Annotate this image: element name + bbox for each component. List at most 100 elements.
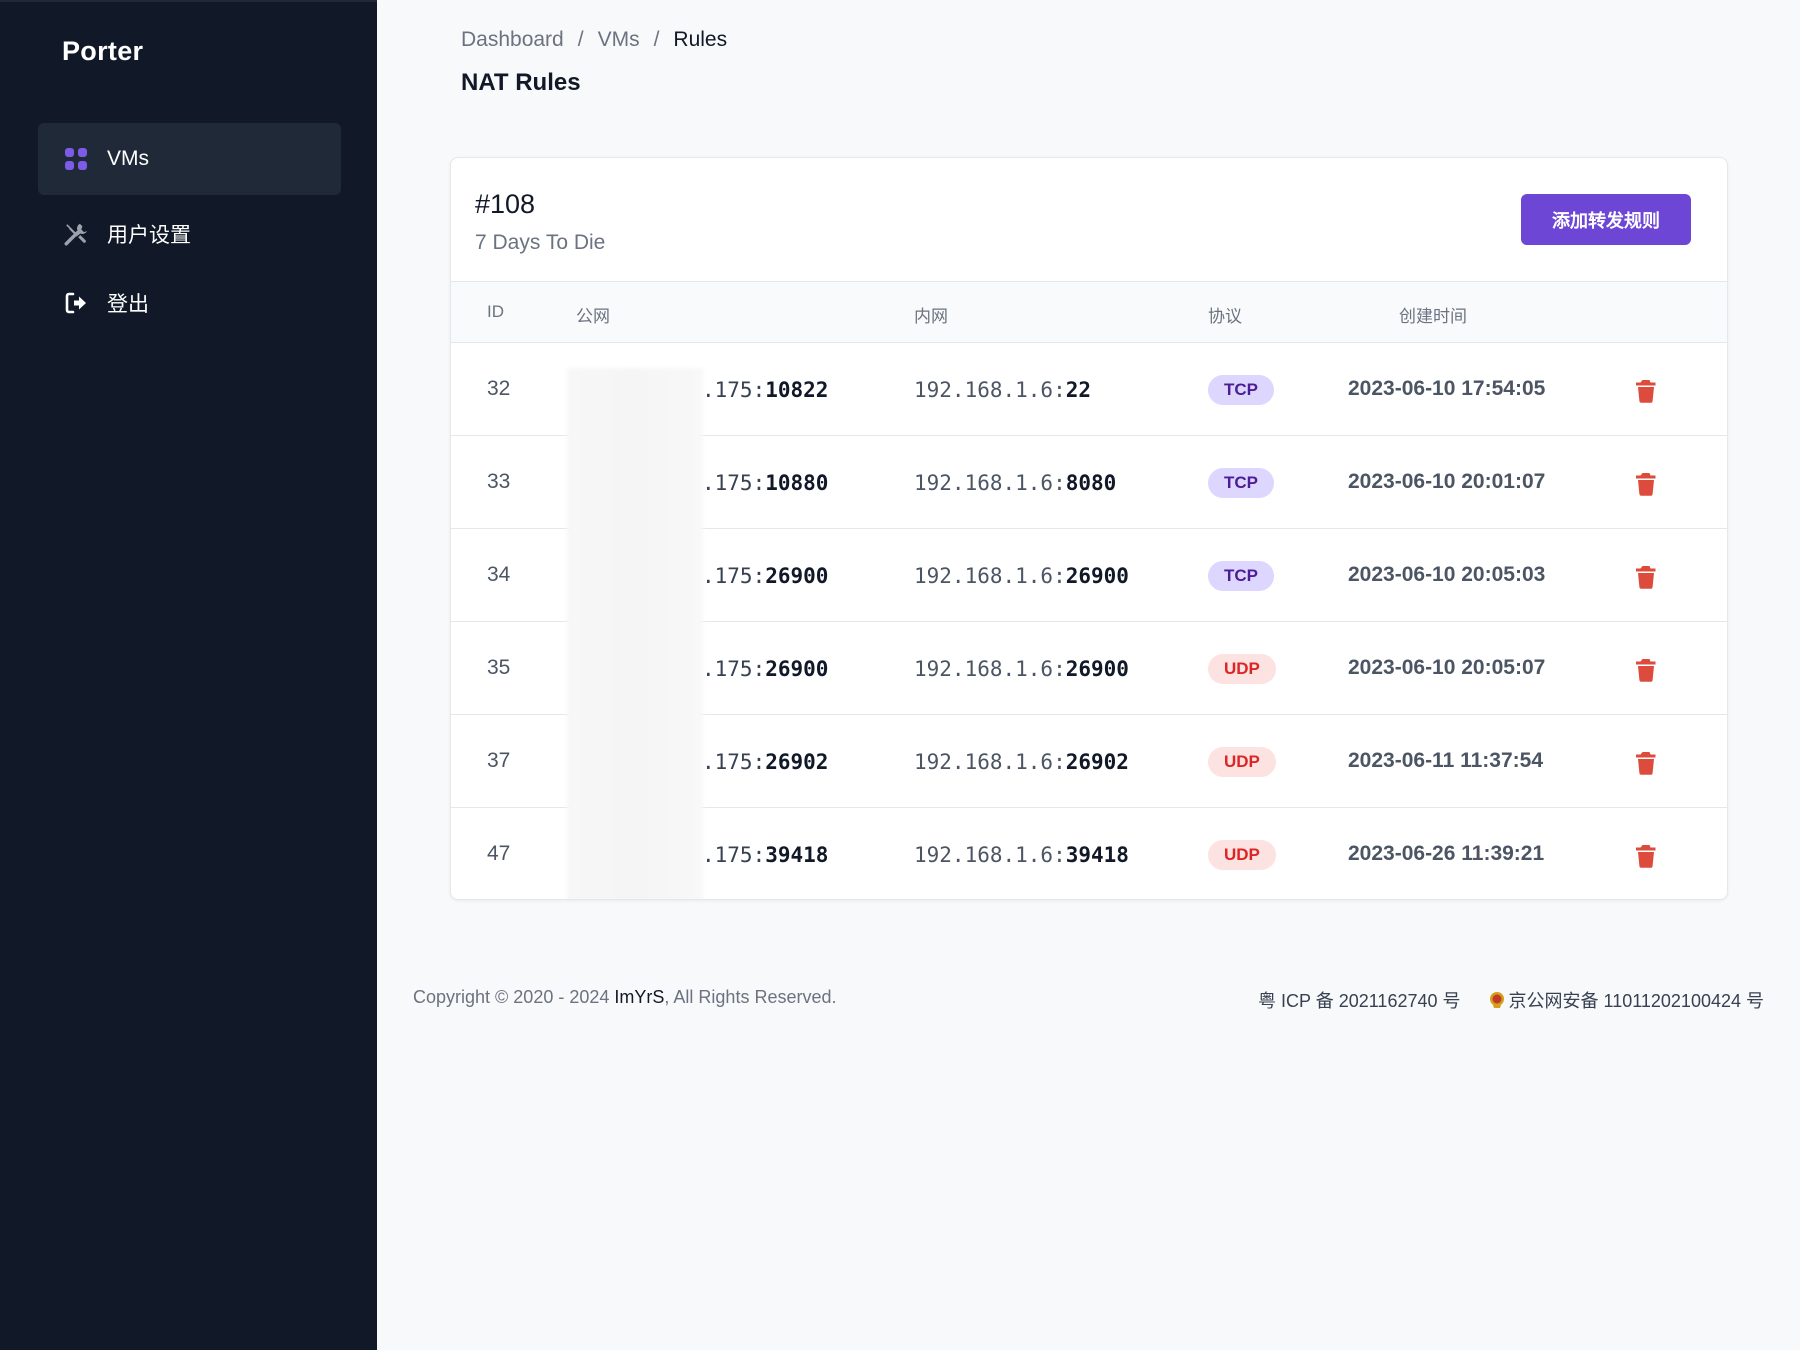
police-badge-icon (1489, 991, 1505, 1009)
public-port: 10822 (765, 378, 829, 402)
protocol-badge: TCP (1208, 561, 1274, 591)
created-time: 2023-06-10 20:01:07 (1348, 470, 1546, 493)
trash-icon (1636, 752, 1656, 775)
public-ip-suffix: .175: (702, 564, 766, 588)
protocol-badge: TCP (1208, 375, 1274, 405)
private-port: 26900 (1065, 564, 1129, 588)
column-header-created: 创建时间 (1399, 307, 1467, 326)
private-ip: 192.168.1.6: (914, 564, 1066, 588)
table-row: 37 .175:26902 192.168.1.6:26902 UDP 2023… (451, 715, 1727, 808)
private-address: 192.168.1.6:8080 (914, 471, 1116, 495)
public-ip-suffix: .175: (702, 843, 766, 867)
public-ip-suffix: .175: (702, 657, 766, 681)
breadcrumb-separator: / (577, 28, 584, 51)
page-title: NAT Rules (461, 69, 581, 96)
delete-rule-button[interactable] (1631, 841, 1661, 871)
protocol-badge: UDP (1208, 840, 1276, 870)
table-row: 35 .175:26900 192.168.1.6:26900 UDP 2023… (451, 622, 1727, 715)
delete-rule-button[interactable] (1631, 562, 1661, 592)
breadcrumb-vms[interactable]: VMs (597, 28, 640, 51)
private-port: 8080 (1065, 471, 1117, 495)
public-address: .175:26900 (702, 564, 828, 588)
grid-icon (63, 146, 89, 172)
rule-id: 32 (487, 377, 511, 400)
trash-icon (1636, 380, 1656, 403)
sidebar-item-logout[interactable]: 登出 (38, 267, 341, 339)
trash-icon (1636, 659, 1656, 682)
protocol-badge: UDP (1208, 747, 1276, 777)
private-address: 192.168.1.6:26902 (914, 750, 1129, 774)
delete-rule-button[interactable] (1631, 655, 1661, 685)
table-row: 32 .175:10822 192.168.1.6:22 TCP 2023-06… (451, 343, 1727, 436)
nat-rules-card: #108 7 Days To Die 添加转发规则 ID 公网 内网 协议 创建… (450, 157, 1728, 900)
public-ip-suffix: .175: (702, 378, 766, 402)
private-address: 192.168.1.6:26900 (914, 564, 1129, 588)
column-header-protocol: 协议 (1208, 307, 1242, 326)
app-brand[interactable]: Porter (62, 36, 144, 66)
protocol-badge: TCP (1208, 468, 1274, 498)
icp-link[interactable]: 粤 ICP 备 2021162740 号 (1258, 991, 1461, 1011)
private-address: 192.168.1.6:39418 (914, 843, 1129, 867)
private-port: 26902 (1065, 750, 1129, 774)
created-time: 2023-06-26 11:39:21 (1348, 842, 1545, 865)
delete-rule-button[interactable] (1631, 748, 1661, 778)
private-port: 22 (1065, 378, 1092, 402)
public-address: .175:10822 (702, 378, 828, 402)
copyright-prefix: Copyright © 2020 - 2024 (413, 987, 615, 1007)
footer-registrations: 粤 ICP 备 2021162740 号 京公网安备 1101120210042… (1258, 987, 1764, 1013)
public-port: 26902 (765, 750, 829, 774)
public-address: .175:39418 (702, 843, 828, 867)
trash-icon (1636, 473, 1656, 496)
rule-id: 34 (487, 563, 511, 586)
copyright-suffix: , All Rights Reserved. (664, 987, 837, 1007)
private-ip: 192.168.1.6: (914, 657, 1066, 681)
breadcrumb-dashboard[interactable]: Dashboard (461, 28, 564, 51)
sidebar-item-label: VMs (107, 147, 149, 170)
public-port: 39418 (765, 843, 829, 867)
created-time: 2023-06-11 11:37:54 (1348, 749, 1543, 772)
card-header: #108 7 Days To Die 添加转发规则 (451, 158, 1727, 282)
table-body: 32 .175:10822 192.168.1.6:22 TCP 2023-06… (451, 343, 1727, 899)
created-time: 2023-06-10 20:05:07 (1348, 656, 1546, 679)
private-ip: 192.168.1.6: (914, 843, 1066, 867)
sidebar-item-label: 登出 (107, 293, 149, 316)
add-rule-button[interactable]: 添加转发规则 (1521, 194, 1691, 245)
trash-icon (1636, 845, 1656, 868)
public-ip-suffix: .175: (702, 471, 766, 495)
column-header-id: ID (487, 302, 504, 321)
column-header-private: 内网 (914, 307, 948, 326)
public-ip-suffix: .175: (702, 750, 766, 774)
delete-rule-button[interactable] (1631, 469, 1661, 499)
private-port: 26900 (1065, 657, 1129, 681)
public-address: .175:26902 (702, 750, 828, 774)
private-address: 192.168.1.6:22 (914, 378, 1091, 402)
public-port: 26900 (765, 564, 829, 588)
rule-id: 37 (487, 749, 511, 772)
column-header-public: 公网 (576, 307, 610, 326)
protocol-badge: UDP (1208, 654, 1276, 684)
vm-name: 7 Days To Die (475, 231, 606, 254)
sidebar-item-vms[interactable]: VMs (38, 123, 341, 195)
rule-id: 33 (487, 470, 511, 493)
private-ip: 192.168.1.6: (914, 471, 1066, 495)
created-time: 2023-06-10 20:05:03 (1348, 563, 1546, 586)
breadcrumb: Dashboard / VMs / Rules (461, 28, 727, 52)
private-ip: 192.168.1.6: (914, 750, 1066, 774)
public-port: 26900 (765, 657, 829, 681)
table-header: ID 公网 内网 协议 创建时间 (451, 282, 1727, 343)
police-record-link[interactable]: 京公网安备 11011202100424 号 (1508, 991, 1764, 1011)
rule-id: 35 (487, 656, 511, 679)
trash-icon (1636, 566, 1656, 589)
breadcrumb-rules: Rules (673, 28, 728, 51)
copyright-owner-link[interactable]: ImYrS (614, 987, 665, 1007)
private-port: 39418 (1065, 843, 1129, 867)
public-address: .175:10880 (702, 471, 828, 495)
delete-rule-button[interactable] (1631, 376, 1661, 406)
vm-id: #108 (475, 189, 536, 219)
sidebar: Porter VMs 用户设置 (0, 0, 377, 1350)
private-address: 192.168.1.6:26900 (914, 657, 1129, 681)
sidebar-item-user-settings[interactable]: 用户设置 (38, 198, 341, 270)
public-port: 10880 (765, 471, 829, 495)
created-time: 2023-06-10 17:54:05 (1348, 377, 1546, 400)
public-address: .175:26900 (702, 657, 828, 681)
